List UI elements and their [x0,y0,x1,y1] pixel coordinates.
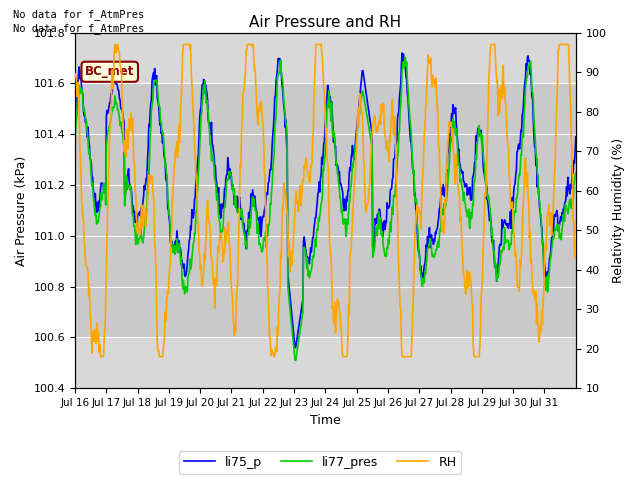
li75_p [247,202,255,208]
li77_pres [572,170,580,176]
li75_p [266,171,273,177]
RH [572,256,580,262]
RH [223,228,231,233]
li77_pres [71,151,79,156]
RH [131,185,139,191]
li77_pres [378,232,385,238]
li75_p [572,134,580,140]
Line: li75_p: li75_p [75,53,576,348]
RH [378,102,386,108]
Title: Air Pressure and RH: Air Pressure and RH [250,15,401,30]
li77_pres [291,358,299,363]
RH [248,42,256,48]
li75_p [71,115,79,120]
li77_pres [401,55,409,60]
li77_pres [222,191,230,197]
li77_pres [130,223,138,229]
X-axis label: Time: Time [310,414,340,427]
RH [111,42,118,48]
li75_p [398,50,406,56]
Line: li77_pres: li77_pres [75,58,576,360]
Text: No data for f_AtmPres: No data for f_AtmPres [13,9,144,20]
Text: No data for f_AtmPres: No data for f_AtmPres [13,23,144,34]
Y-axis label: Relativity Humidity (%): Relativity Humidity (%) [612,138,625,283]
li75_p [406,131,413,136]
Bar [75,84,576,337]
li75_p [291,345,299,350]
Legend: li75_p, li77_pres, RH: li75_p, li77_pres, RH [179,451,461,474]
Y-axis label: Air Pressure (kPa): Air Pressure (kPa) [15,156,28,265]
RH [71,71,79,77]
li77_pres [406,117,413,122]
li77_pres [247,221,255,227]
li75_p [130,210,138,216]
RH [406,354,413,360]
RH [267,353,275,359]
li77_pres [266,219,273,225]
li75_p [222,176,230,182]
li75_p [378,219,385,225]
RH [97,354,105,360]
Text: BC_met: BC_met [85,65,134,78]
Line: RH: RH [75,45,576,357]
